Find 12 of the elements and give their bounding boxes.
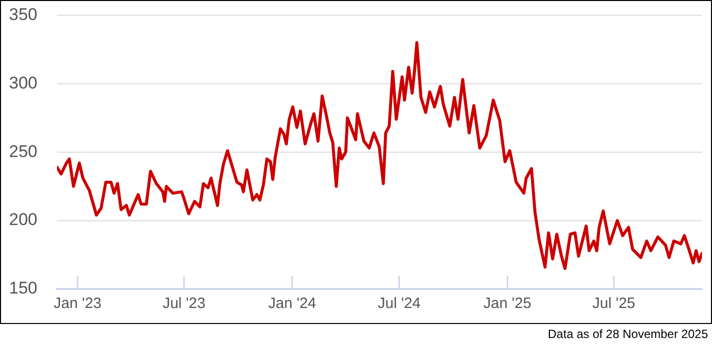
y-tick-label: 200: [9, 210, 38, 230]
text: Data as of 28 November 2025: [548, 326, 708, 342]
x-tick-label: Jan '23: [54, 295, 102, 312]
x-tick-label: Jan '25: [483, 295, 532, 312]
x-tick-label: Jul '23: [162, 295, 206, 312]
x-tick-label: Jul '24: [378, 295, 421, 312]
y-tick-label: 300: [9, 73, 38, 92]
x-tick-label: Jul '25: [592, 295, 636, 312]
y-tick-label: 150: [9, 278, 38, 298]
y-tick-label: 350: [9, 4, 38, 24]
x-tick-label: Jan '24: [268, 295, 316, 312]
y-tick-label: 250: [9, 142, 38, 161]
